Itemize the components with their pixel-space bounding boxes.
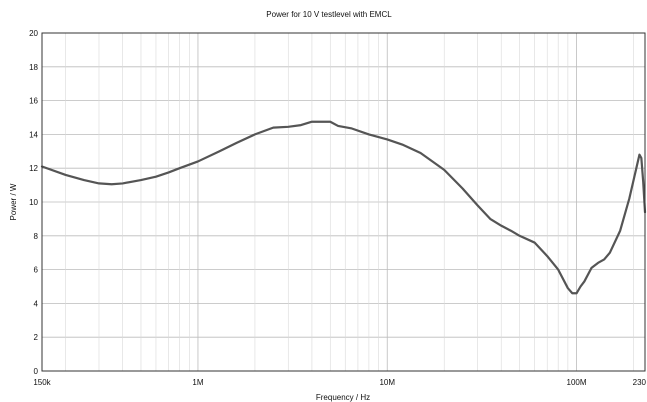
y-tick-label: 14	[29, 130, 38, 139]
y-tick-label: 6	[34, 266, 39, 275]
y-tick-label: 20	[29, 29, 38, 38]
x-tick-label: 230	[633, 378, 647, 387]
tick-labels: 0 2 4 6 8 10 12 14 16 18 20 150k 1M 10M 100M 230	[29, 29, 646, 387]
y-tick-label: 0	[34, 367, 39, 376]
x-tick-label: 100M	[567, 378, 587, 387]
y-tick-label: 4	[34, 299, 39, 308]
plot-frame	[41, 32, 646, 372]
y-tick-label: 18	[29, 63, 38, 72]
x-tick-label: 10M	[379, 378, 395, 387]
x-tick-label: 1M	[192, 378, 203, 387]
series-line	[40, 120, 647, 295]
series-layer	[40, 120, 647, 295]
grid	[42, 32, 645, 372]
y-tick-label: 2	[34, 333, 39, 342]
y-tick-label: 16	[29, 97, 38, 106]
y-tick-label: 10	[29, 198, 38, 207]
y-tick-label: 8	[34, 232, 39, 241]
x-tick-label: 150k	[33, 378, 51, 387]
y-axis-label: Power / W	[9, 183, 18, 220]
chart-title: Power for 10 V testlevel with EMCL	[266, 10, 392, 19]
y-tick-label: 12	[29, 164, 38, 173]
x-axis-label: Frequency / Hz	[316, 393, 370, 402]
